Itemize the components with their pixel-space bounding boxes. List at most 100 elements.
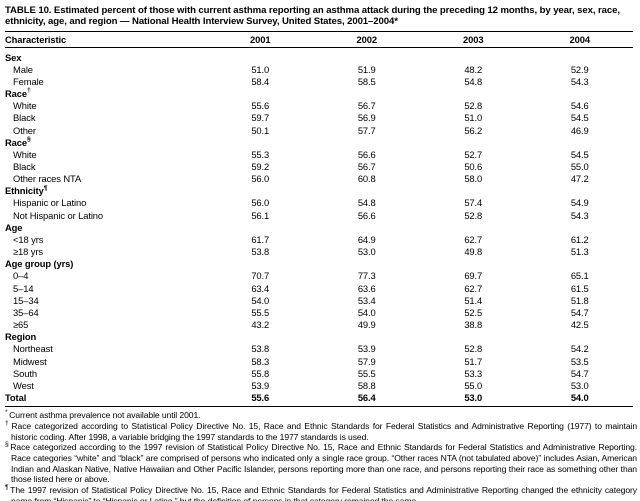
table-row-data: Hispanic or Latino 56.0 54.8 57.4 54.9 [5,197,633,209]
value-cell-2003: 52.8 [464,343,483,355]
value-cell-2001: 55.6 [251,100,270,112]
value-cell-2004: 54.3 [570,209,589,221]
row-label: 0–4 [13,270,29,282]
row-label: 15–34 [13,294,39,306]
table-row-data: Female 58.4 58.5 54.8 54.3 [5,76,633,88]
table-row-data: Black 59.7 56.9 51.0 54.5 [5,112,633,124]
value-cell-2003: 54.8 [464,75,483,87]
value-cell-2002: 56.6 [357,148,376,160]
footnote-marker: ¶ [43,184,48,192]
value-cell-2004: 54.2 [570,343,589,355]
value-cell-2003: 51.4 [464,294,483,306]
value-cell-2002 [314,185,421,197]
row-label: Race§ [5,135,31,148]
table-row-data: 5–14 63.4 63.6 62.7 61.5 [5,283,633,295]
value-cell-2002: 53.0 [357,246,376,258]
value-cell-2001: 58.3 [251,355,270,367]
value-cell-2004: 42.5 [570,319,589,331]
value-cell-2001: 61.7 [251,233,270,245]
table-footnotes: * Current asthma prevalence not availabl… [5,408,637,501]
value-cell-2002: 53.9 [357,343,376,355]
value-cell-2002: 63.6 [357,282,376,294]
row-label: White [13,148,37,160]
value-cell-2004 [527,185,634,197]
table-row-data: South 55.8 55.5 53.3 54.7 [5,368,633,380]
row-label: 35–64 [13,306,39,318]
value-cell-2002: 56.7 [357,100,376,112]
row-label: Age [5,221,23,233]
value-cell-2004: 55.0 [570,161,589,172]
value-cell-2004 [527,331,634,343]
table-row-section: Age [5,222,633,234]
value-cell-2001: 55.5 [251,306,270,318]
value-cell-2003: 56.2 [464,124,483,136]
value-cell-2001: 54.0 [251,294,270,306]
value-cell-2001: 53.8 [251,343,270,355]
value-cell-2003 [420,185,527,197]
value-cell-2001: 59.2 [251,161,270,172]
value-cell-2004: 46.9 [570,124,589,136]
row-label: ≥18 yrs [13,246,43,258]
column-header-2001: 2001 [207,30,314,48]
table-row-section: Region [5,331,633,343]
value-cell-2003: 52.5 [464,306,483,318]
value-cell-2002 [314,47,421,64]
value-cell-2002: 56.9 [357,112,376,124]
value-cell-2004: 61.2 [570,233,589,245]
value-cell-2003 [420,258,527,270]
value-cell-2001: 58.4 [251,75,270,87]
value-cell-2004: 54.6 [570,100,589,112]
row-label: Midwest [13,355,47,367]
footnote-marker: ¶ [5,483,9,491]
value-cell-2004 [527,137,634,149]
row-label: Hispanic or Latino [13,197,87,209]
table-row-data: Other races NTA 56.0 60.8 58.0 47.2 [5,173,633,185]
value-cell-2004: 54.3 [570,75,589,87]
row-label: Age group (yrs) [5,258,74,270]
value-cell-2001: 53.9 [251,379,270,391]
footnote-marker: * [5,408,8,416]
value-cell-2004: 54.5 [570,112,589,124]
value-cell-2001: 50.1 [251,124,270,136]
value-cell-2004: 51.8 [570,294,589,306]
row-label: Black [13,161,36,172]
value-cell-2003: 69.7 [464,270,483,282]
value-cell-2004 [527,47,634,64]
value-cell-2001: 51.0 [251,63,270,75]
value-cell-2002 [314,222,421,234]
value-cell-2002: 56.7 [357,161,376,172]
value-cell-2004: 54.7 [570,367,589,379]
value-cell-2004: 47.2 [570,173,589,185]
value-cell-2003 [420,88,527,100]
footnote-marker: § [27,135,31,143]
table-row-data: ≥65 43.2 49.9 38.8 42.5 [5,319,633,331]
value-cell-2003: 57.4 [464,197,483,209]
value-cell-2002: 57.9 [357,355,376,367]
value-cell-2001: 43.2 [251,319,270,331]
footnote-marker: † [5,419,10,427]
value-cell-2002: 49.9 [357,319,376,331]
row-label: Other [13,124,36,136]
value-cell-2002: 64.9 [357,233,376,245]
row-label: Ethnicity¶ [5,184,48,197]
value-cell-2001: 55.8 [251,367,270,379]
value-cell-2002 [314,137,421,149]
row-label: Male [13,63,33,75]
value-cell-2004: 53.5 [570,355,589,367]
row-label: South [13,367,37,379]
row-label: Black [13,112,36,124]
row-label: 5–14 [13,282,34,294]
value-cell-2003 [420,222,527,234]
value-cell-2003: 52.7 [464,148,483,160]
row-label: Other races NTA [13,173,82,185]
row-label: Race† [5,87,31,100]
table-row-total: Total 55.6 56.4 53.0 54.0 [5,391,633,408]
value-cell-2003: 49.8 [464,246,483,258]
value-cell-2004: 54.0 [526,391,633,408]
table-row-data: Black 59.2 56.7 50.6 55.0 [5,161,633,173]
value-cell-2004: 54.9 [570,197,589,209]
value-cell-2004: 54.5 [570,148,589,160]
column-header-2004: 2004 [526,30,633,48]
footnote-marker: § [5,440,9,448]
